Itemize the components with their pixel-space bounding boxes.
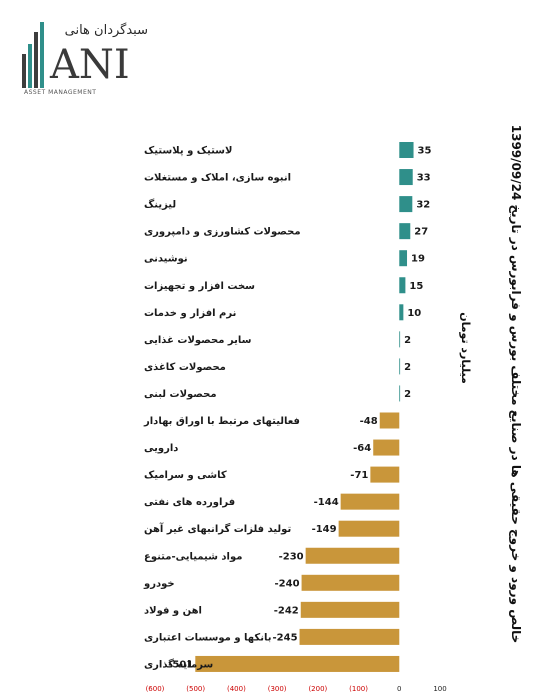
x-tick-label: (600) <box>146 685 165 693</box>
bar <box>370 466 400 483</box>
x-tick-label: (400) <box>227 685 246 693</box>
data-label: 27 <box>414 227 428 238</box>
data-label: 2 <box>404 362 411 373</box>
category-label: اهن و فولاد <box>144 605 202 616</box>
category-label: محصولات کاغذی <box>144 362 226 373</box>
data-label: 2 <box>404 335 411 346</box>
bar <box>338 520 400 537</box>
category-label: نوشیدنی <box>144 254 188 265</box>
data-label: -501 <box>168 659 193 670</box>
data-label: -144 <box>314 497 339 508</box>
unit-label: میلیارد تومان <box>459 312 472 384</box>
data-label: 19 <box>411 254 425 265</box>
x-axis-ticks: (600) (500) (400) (300) (200) (100) 0 100 <box>146 685 447 693</box>
logo-bar-2 <box>28 44 32 88</box>
data-label: -149 <box>312 524 337 535</box>
category-label: مواد شیمیایی-متنوع <box>144 551 242 562</box>
bar <box>373 439 400 456</box>
chart-title: خالص ورود و خروج حقیقی ها در صنایع مختلف… <box>508 125 523 644</box>
category-label: کاشی و سرامیک <box>144 470 227 481</box>
data-label: 32 <box>416 200 430 211</box>
x-tick-label: (100) <box>349 685 368 693</box>
x-tick-label: (300) <box>268 685 287 693</box>
bar <box>399 142 414 158</box>
bar <box>399 331 401 348</box>
category-label: سایر محصولات غذایی <box>144 335 252 346</box>
category-label: فعالیتهای مرتبط با اوراق بهادار <box>143 416 300 427</box>
category-label: دارویی <box>144 443 178 454</box>
category-label: محصولات کشاورزی و دامپروری <box>144 227 301 238</box>
logo-name-latin: ANI <box>49 42 130 88</box>
value-labels: 35 33 32 27 19 15 10 2 2 2 -48 -64 -71 -144 -149 -230 -2… <box>168 146 431 671</box>
category-label: فراورده های نفتی <box>144 497 235 508</box>
bar <box>299 628 400 645</box>
data-label: 35 <box>418 146 432 157</box>
bar <box>305 547 400 564</box>
category-label: تولید فلزات گرانبهای غیر آهن <box>144 522 291 535</box>
data-label: -48 <box>360 416 378 427</box>
category-label: لیزینگ <box>144 199 176 211</box>
data-label: -245 <box>273 632 298 643</box>
brand-logo: سبدگردان هانی ANI ASSET MANAGEMENT <box>22 22 148 96</box>
category-label: خودرو <box>143 578 175 589</box>
bar <box>300 601 400 618</box>
bar <box>399 169 413 186</box>
bar <box>340 493 400 510</box>
bar <box>379 412 400 429</box>
bar <box>399 304 404 321</box>
category-label: نرم افزار و خدمات <box>144 308 236 319</box>
x-tick-label: (200) <box>308 685 327 693</box>
bar <box>195 655 400 672</box>
category-label: محصولات لبنی <box>144 389 217 400</box>
category-label: انبوه سازی، املاک و مستغلات <box>144 173 291 184</box>
bar <box>399 196 413 213</box>
category-label: بانکها و موسسات اعتباری <box>144 632 271 643</box>
data-label: -242 <box>274 605 299 616</box>
logo-name-fa: سبدگردان هانی <box>65 22 148 38</box>
category-label: سرمایه گذاری <box>144 657 213 670</box>
data-label: -64 <box>353 443 371 454</box>
data-label: 2 <box>404 389 411 400</box>
data-label: -230 <box>279 551 304 562</box>
x-tick-label: 0 <box>397 685 401 693</box>
data-label: 33 <box>417 173 431 184</box>
logo-bar-3 <box>34 32 38 88</box>
bar <box>399 277 406 294</box>
logo-tagline: ASSET MANAGEMENT <box>24 89 96 96</box>
data-label: 15 <box>409 281 423 292</box>
bar <box>399 223 411 240</box>
bars-layer <box>195 142 414 672</box>
logo-bar-1 <box>22 54 26 88</box>
logo-bar-4 <box>40 22 44 88</box>
bar <box>301 574 400 591</box>
category-label: سخت افزار و تجهیزات <box>144 281 255 292</box>
data-label: 10 <box>407 308 421 319</box>
category-labels: لاستیک و پلاستیک انبوه سازی، املاک و مستغ… <box>143 146 301 671</box>
data-label: -240 <box>275 578 300 589</box>
x-tick-label: 100 <box>433 685 446 693</box>
x-tick-label: (500) <box>186 685 205 693</box>
data-label: -71 <box>350 470 368 481</box>
bar <box>399 250 408 267</box>
category-label: لاستیک و پلاستیک <box>144 146 232 157</box>
bar <box>399 358 401 375</box>
bar <box>399 385 401 402</box>
